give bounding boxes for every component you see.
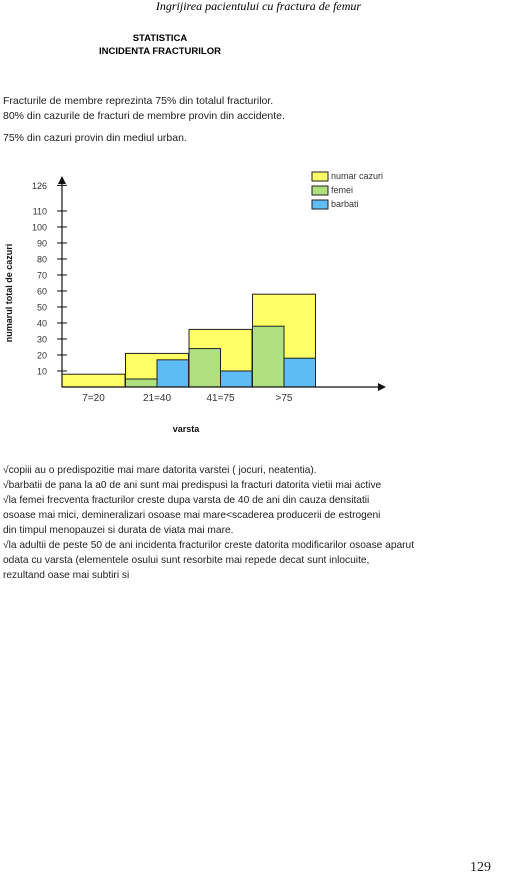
bar-men-2: [220, 370, 253, 388]
y-tick-label: 80: [37, 255, 47, 265]
bar-women-2: [188, 348, 221, 388]
note-line: √barbatii de pana la a0 de ani sunt mai …: [3, 480, 382, 491]
intro-line: 75% din cazuri provin din mediul urban.: [3, 132, 187, 144]
y-tick-label: 70: [37, 271, 47, 281]
y-tick-label: 60: [37, 287, 47, 297]
x-tick-label: >75: [276, 393, 293, 404]
bar-total-0: [61, 373, 126, 388]
legend-label-2: barbati: [331, 199, 359, 209]
bar-women-1: [125, 378, 158, 388]
legend-label-0: numar cazuri: [331, 171, 383, 181]
x-axis-title: varsta: [173, 424, 201, 434]
intro-line: Fracturile de membre reprezinta 75% din …: [3, 95, 274, 107]
note-line: rezultand oase mai subtiri si: [3, 570, 130, 581]
note-line: osoase mai mici, demineralizari osoase m…: [3, 510, 381, 521]
intro-line: 80% din cazurile de fracturi de membre p…: [3, 110, 285, 122]
note-line: √la femei frecventa fracturilor creste d…: [3, 495, 370, 506]
note-line: din timpul menopauzei si durata de viata…: [3, 525, 234, 536]
legend-swatch-2: [311, 199, 329, 210]
y-tick-label: 110: [33, 207, 47, 217]
y-axis-title: numarul total de cazuri: [4, 244, 14, 343]
y-tick-label: 40: [37, 319, 47, 329]
y-tick-label: 30: [37, 335, 47, 345]
bar-men-1: [156, 359, 189, 388]
fracture-incidence-chart: 7=20 21=40 41=75 >75 10 20 30 40 50 60 70 80 90 100 11…: [4, 171, 386, 434]
x-tick-label: 7=20: [82, 393, 105, 404]
y-tick-label: 10: [37, 367, 47, 377]
x-tick-label: 41=75: [206, 393, 235, 404]
y-tick-label: 90: [37, 239, 47, 249]
y-tick-label: 50: [37, 303, 47, 313]
note-line: odata cu varsta (elementele osului sunt …: [3, 555, 370, 566]
y-tick-label: 100: [32, 223, 47, 233]
legend-swatch-1: [311, 185, 329, 196]
page-number: 129: [470, 860, 491, 875]
note-line: √la adultii de peste 50 de ani incidenta…: [3, 540, 415, 551]
bar-men-3: [283, 357, 316, 388]
legend-swatch-0: [311, 171, 329, 182]
y-tick-label: 20: [37, 351, 47, 361]
title-line-2: INCIDENTA FRACTURILOR: [99, 46, 221, 57]
bar-women-3: [252, 325, 285, 388]
title-line-1: STATISTICA: [132, 33, 188, 44]
section-title: STATISTICA INCIDENTA FRACTURILOR: [60, 32, 260, 58]
intro-paragraph: Fracturile de membre reprezinta 75% din …: [3, 94, 503, 146]
note-line: √copiii au o predispozitie mai mare dato…: [3, 465, 317, 476]
legend-label-1: femei: [331, 185, 353, 195]
y-axis-arrow: [58, 176, 66, 184]
x-tick-label: 21=40: [143, 393, 172, 404]
y-tick-label: 126: [32, 181, 47, 191]
x-axis-arrow: [378, 383, 386, 391]
notes-paragraph: √copiii au o predispozitie mai mare dato…: [3, 463, 517, 583]
running-header: Ingrijirea pacientului cu fractura de fe…: [155, 0, 362, 13]
